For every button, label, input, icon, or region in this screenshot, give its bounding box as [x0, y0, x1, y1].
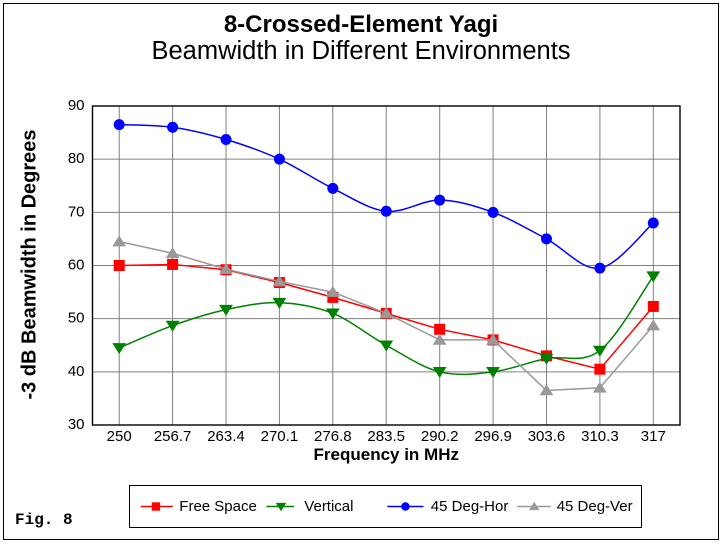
svg-text:303.6: 303.6 — [528, 428, 566, 445]
svg-text:90: 90 — [68, 97, 85, 114]
svg-text:250: 250 — [107, 428, 132, 445]
svg-text:40: 40 — [68, 363, 85, 380]
svg-text:310.3: 310.3 — [581, 428, 619, 445]
svg-text:Vertical: Vertical — [304, 498, 353, 515]
svg-text:50: 50 — [68, 310, 85, 327]
svg-text:80: 80 — [68, 150, 85, 167]
svg-text:290.2: 290.2 — [421, 428, 459, 445]
svg-text:45 Deg-Ver: 45 Deg-Ver — [557, 498, 633, 515]
svg-text:Free Space: Free Space — [179, 498, 257, 515]
svg-text:283.5: 283.5 — [367, 428, 405, 445]
svg-text:263.4: 263.4 — [207, 428, 245, 445]
svg-text:70: 70 — [68, 203, 85, 220]
svg-text:276.8: 276.8 — [314, 428, 352, 445]
svg-text:45 Deg-Hor: 45 Deg-Hor — [431, 498, 509, 515]
svg-text:60: 60 — [68, 257, 85, 274]
svg-text:270.1: 270.1 — [261, 428, 299, 445]
svg-text:256.7: 256.7 — [154, 428, 192, 445]
svg-text:296.9: 296.9 — [474, 428, 512, 445]
svg-text:317: 317 — [641, 428, 666, 445]
svg-text:30: 30 — [68, 416, 85, 433]
